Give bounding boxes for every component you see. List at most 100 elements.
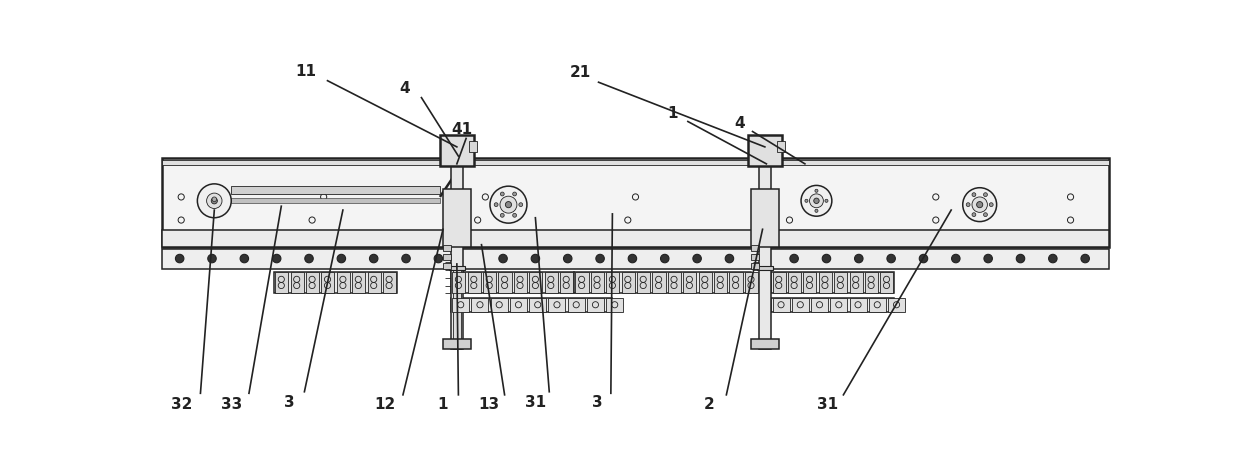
Circle shape [1017,255,1024,263]
Circle shape [983,193,987,197]
Circle shape [972,193,976,197]
Bar [575,272,589,293]
Bar [544,272,558,293]
Bar [162,230,1109,247]
Bar [513,272,527,293]
Bar [773,272,786,293]
Circle shape [500,196,517,213]
Bar [698,272,712,293]
Bar [751,189,779,247]
Circle shape [790,255,799,263]
Bar [383,272,396,293]
Circle shape [801,185,832,216]
Bar [777,141,785,152]
Circle shape [212,197,217,202]
Bar [606,298,624,311]
Circle shape [211,198,217,204]
Bar [510,298,527,311]
Bar [352,272,366,293]
Bar [748,135,781,166]
Bar [529,272,542,293]
Bar [440,135,474,166]
Circle shape [370,255,378,263]
Circle shape [983,213,987,217]
Bar [590,272,604,293]
Circle shape [512,213,517,217]
Bar [162,160,1109,164]
Text: 33: 33 [221,396,242,411]
Circle shape [501,213,505,217]
Bar [443,263,450,269]
Text: 31: 31 [525,395,546,410]
Bar [745,272,758,293]
Text: 1: 1 [667,106,678,121]
Bar [231,186,440,194]
Circle shape [813,198,820,204]
Bar [759,155,771,349]
Text: 12: 12 [374,396,396,411]
Bar [453,298,469,311]
Bar [606,272,619,293]
Circle shape [434,255,443,263]
Circle shape [197,184,231,218]
Bar [888,298,905,311]
Bar [771,298,894,311]
Bar [491,298,507,311]
Bar [443,254,450,260]
Circle shape [805,199,808,202]
Circle shape [951,255,960,263]
Bar [337,272,350,293]
Bar [367,272,381,293]
Bar [290,272,304,293]
Circle shape [208,255,216,263]
Bar [818,272,832,293]
Circle shape [1049,255,1056,263]
Bar [306,272,319,293]
Circle shape [966,203,970,206]
Circle shape [337,255,346,263]
Bar [467,272,481,293]
Bar [751,263,759,269]
Bar [683,272,697,293]
Bar [751,245,759,251]
Bar [773,298,790,311]
Text: 41: 41 [451,122,472,137]
Bar [621,272,635,293]
Circle shape [629,255,636,263]
Circle shape [490,186,527,223]
Circle shape [854,255,863,263]
Bar [443,245,450,251]
Bar [469,141,477,152]
Bar [275,272,288,293]
Bar [231,198,440,203]
Bar [529,298,546,311]
Bar [453,272,465,293]
Circle shape [810,194,823,208]
Bar [811,298,828,311]
Bar [450,155,463,349]
Bar [849,298,867,311]
Circle shape [822,255,831,263]
Circle shape [962,188,997,221]
Bar [729,272,743,293]
Bar [869,298,885,311]
Bar [449,266,465,270]
Bar [849,272,863,293]
Circle shape [990,203,993,206]
Bar [804,272,816,293]
Text: 1: 1 [438,396,448,411]
Bar [274,272,397,293]
Bar [471,298,489,311]
Bar [548,298,565,311]
Text: 21: 21 [569,65,590,80]
Circle shape [977,202,983,208]
Bar [792,298,808,311]
Text: 32: 32 [171,396,192,411]
Circle shape [207,193,222,208]
Bar [668,272,681,293]
Bar [751,254,759,260]
Bar [568,298,585,311]
Circle shape [175,255,184,263]
Circle shape [273,255,281,263]
Text: 4: 4 [734,116,745,131]
